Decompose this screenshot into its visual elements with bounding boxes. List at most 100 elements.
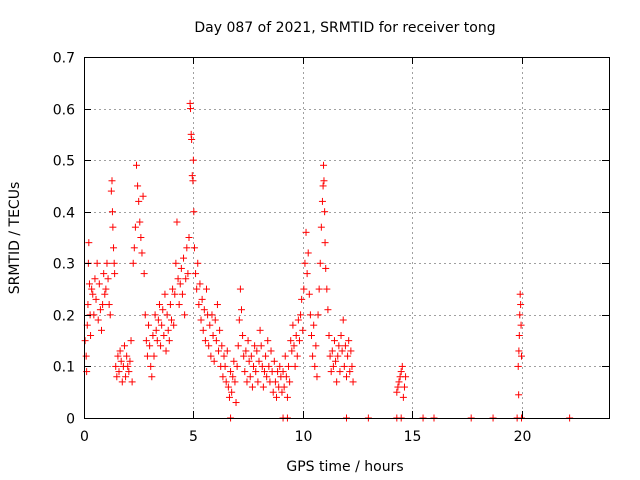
y-tick-label: 0.2	[53, 309, 75, 325]
data-point	[94, 316, 102, 324]
data-point	[397, 368, 405, 376]
data-point	[190, 208, 198, 216]
data-point	[393, 388, 401, 396]
data-point	[146, 342, 154, 350]
data-point	[292, 331, 300, 339]
data-point	[293, 352, 301, 360]
data-point	[235, 316, 243, 324]
data-point	[299, 326, 307, 334]
data-point	[395, 378, 403, 386]
data-point	[172, 259, 180, 267]
y-tick-label: 0.3	[53, 257, 75, 273]
data-point	[134, 182, 142, 190]
data-point	[225, 393, 233, 401]
data-point	[85, 280, 93, 288]
data-point	[163, 311, 171, 319]
data-point	[173, 218, 181, 226]
data-point	[211, 316, 219, 324]
data-point	[206, 321, 214, 329]
data-point	[178, 290, 186, 298]
data-point	[197, 316, 205, 324]
data-point	[295, 337, 303, 345]
data-point	[229, 373, 237, 381]
data-point	[195, 301, 203, 309]
data-point	[116, 347, 124, 355]
data-point	[241, 368, 249, 376]
data-point	[98, 326, 105, 334]
data-point	[130, 244, 138, 252]
data-point	[213, 301, 221, 309]
data-point	[215, 347, 223, 355]
data-point	[247, 352, 255, 360]
data-point	[270, 357, 278, 365]
data-point	[124, 362, 132, 370]
data-point	[326, 352, 334, 360]
data-point	[338, 347, 346, 355]
data-point	[141, 311, 149, 319]
data-point	[273, 393, 280, 401]
data-point	[93, 259, 101, 267]
data-point	[155, 301, 163, 309]
data-point	[280, 383, 288, 391]
data-point	[233, 362, 241, 370]
data-point	[166, 301, 174, 309]
data-point	[276, 362, 284, 370]
data-point	[332, 357, 340, 365]
data-point	[207, 352, 215, 360]
data-point	[100, 270, 108, 278]
data-point	[127, 337, 135, 345]
data-point	[301, 259, 309, 267]
data-point	[323, 285, 331, 293]
data-point	[148, 373, 156, 381]
data-point	[288, 347, 296, 355]
data-point	[305, 290, 313, 298]
data-point	[340, 362, 348, 370]
data-point	[162, 347, 170, 355]
data-point	[314, 311, 322, 319]
data-point	[151, 311, 159, 319]
data-point	[317, 223, 325, 231]
data-point	[176, 280, 184, 288]
data-point	[329, 362, 337, 370]
data-point	[306, 311, 314, 319]
data-point	[394, 383, 402, 391]
tick-labels: 0 0.1 0.2 0.3 0.4 0.5 0.6 0.7 0 5 10 15 20	[53, 51, 532, 446]
data-point	[90, 311, 98, 319]
data-point	[240, 352, 248, 360]
data-point	[198, 295, 206, 303]
data-point	[137, 234, 145, 241]
data-point	[175, 301, 183, 309]
data-point	[108, 177, 116, 185]
data-point	[333, 378, 341, 386]
data-point	[189, 156, 197, 164]
data-point	[185, 234, 193, 241]
data-point	[145, 321, 153, 329]
data-point	[514, 362, 522, 370]
data-point	[515, 347, 523, 355]
data-point	[286, 378, 294, 386]
data-point	[294, 316, 302, 324]
data-point	[192, 270, 200, 278]
data-point	[287, 337, 295, 345]
data-point	[193, 285, 201, 293]
data-point	[190, 244, 198, 252]
data-point	[322, 264, 330, 272]
data-point	[95, 280, 103, 288]
data-point	[105, 301, 113, 309]
data-point	[245, 357, 253, 365]
data-point	[208, 311, 216, 319]
data-point	[330, 337, 338, 345]
data-point	[89, 290, 97, 298]
data-point	[256, 326, 264, 334]
data-point	[219, 373, 227, 381]
chart-title: Day 087 of 2021, SRMTID for receiver ton…	[194, 20, 495, 36]
data-point	[320, 161, 328, 169]
data-point	[324, 306, 332, 314]
data-point	[269, 388, 277, 396]
data-point	[283, 393, 291, 401]
data-point	[290, 342, 298, 350]
data-point	[135, 197, 143, 205]
data-point	[104, 275, 112, 283]
data-point	[110, 244, 118, 252]
data-point	[81, 337, 89, 345]
